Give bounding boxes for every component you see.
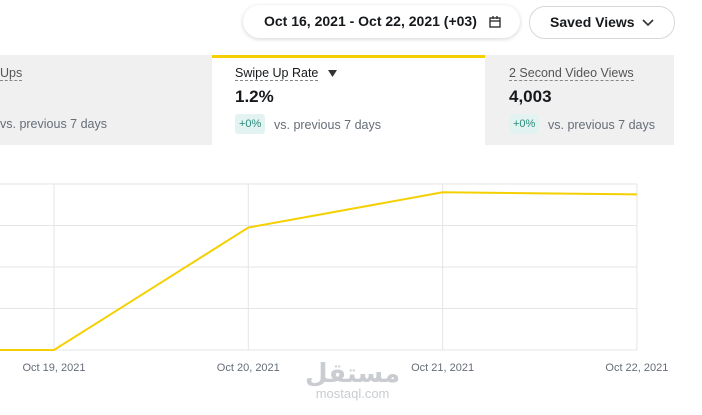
tab-label: Swipe Up Rate [235, 66, 319, 81]
tab-change: +0% [509, 114, 540, 134]
x-tick-label: Oct 19, 2021 [23, 362, 86, 374]
data-line [0, 191, 637, 351]
tab-change: +0% [235, 114, 266, 134]
date-range: Oct 16, 2021 - Oct 22, 2021 (+03) [264, 13, 477, 29]
x-tick-label: Oct 20, 2021 [217, 362, 280, 374]
watermark-latin: mostaql.com [315, 386, 390, 401]
tab-value: 1.2% [235, 87, 274, 106]
chevron-icon [642, 19, 654, 27]
tab-comparison: vs. previous 7 days [548, 118, 655, 132]
tab-comparison: vs. previous 7 days [274, 118, 381, 132]
date-range-button[interactable]: Oct 16, 2021 - Oct 22, 2021 (+03) [243, 5, 520, 38]
x-tick-label: Oct 22, 2021 [605, 362, 668, 374]
tab-label: Ups [0, 66, 23, 81]
watermark: مستقل mostaql.com [305, 360, 400, 401]
dropdown-icon[interactable] [328, 70, 337, 77]
chart-panel: Oct 19, 2021 Oct 20, 2021 Oct 21, 2021 Oct … [0, 145, 674, 410]
saved-views-button[interactable]: Saved Views [529, 6, 675, 39]
line-chart: Oct 19, 2021 Oct 20, 2021 Oct 21, 2021 Oct … [0, 183, 668, 374]
x-tick-label: Oct 21, 2021 [411, 362, 474, 374]
tab-value: 4,003 [509, 87, 552, 106]
saved-views-label: Saved Views [550, 14, 635, 30]
tab-label: 2 Second Video Views [509, 66, 634, 81]
calendar-icon [489, 16, 501, 28]
watermark-arabic: مستقل [305, 358, 401, 388]
tab-comparison: vs. previous 7 days [0, 117, 107, 131]
